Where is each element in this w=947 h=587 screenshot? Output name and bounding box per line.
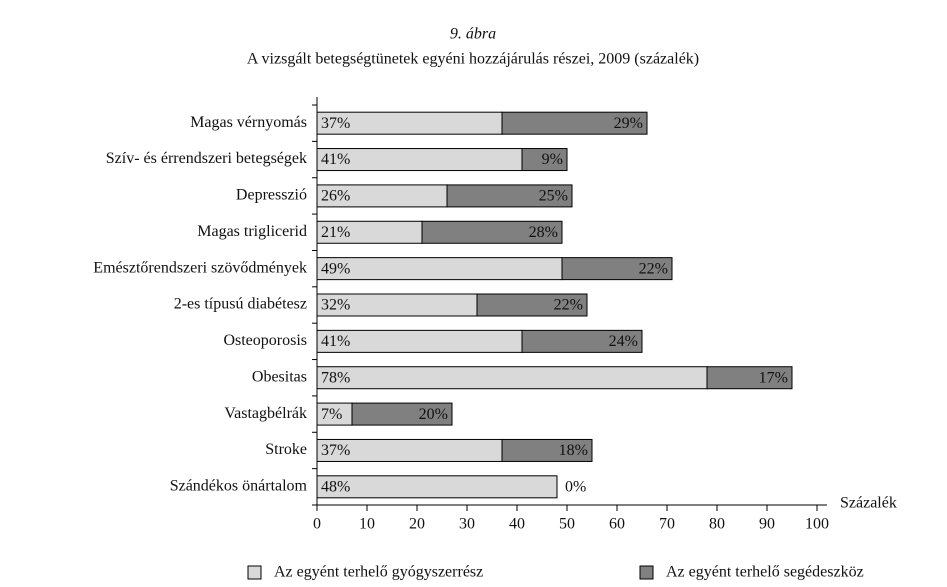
value-label: 49% [321, 260, 350, 277]
value-label: 37% [321, 442, 350, 459]
x-axis-label: Százalék [840, 495, 897, 512]
x-tick-label: 60 [609, 516, 625, 533]
value-label: 25% [539, 188, 568, 205]
legend-label: Az egyént terhelő segédeszköz [666, 564, 864, 581]
x-tick-label: 50 [559, 516, 575, 533]
y-tick-label: Vastagbélrák [224, 405, 307, 422]
value-label: 28% [529, 224, 558, 241]
legend-swatch [639, 565, 654, 580]
bar-segment [521, 329, 643, 353]
bar-segment [421, 220, 563, 244]
legend-label: Az egyént terhelő gyógyszerrész [274, 564, 483, 581]
value-label: 26% [321, 188, 350, 205]
value-label: 9% [542, 151, 563, 168]
value-label: 78% [321, 369, 350, 386]
chart-subtitle: A vizsgált betegségtünetek egyéni hozzáj… [247, 51, 699, 68]
value-label: 37% [321, 115, 350, 132]
y-tick-label: Szív- és érrendszeri betegségek [106, 150, 307, 167]
value-label: 20% [419, 406, 448, 423]
bar-segment [446, 184, 573, 208]
y-tick-label: Depresszió [236, 187, 307, 204]
x-tick-label: 40 [509, 516, 525, 533]
x-tick-label: 0 [313, 516, 321, 533]
bar-segment [316, 475, 558, 499]
value-label: 22% [554, 297, 583, 314]
y-tick-label: Emésztőrendszeri szövődmények [93, 259, 307, 276]
y-tick-label: Stroke [265, 441, 307, 458]
x-tick-label: 90 [759, 516, 775, 533]
y-tick-label: Obesitas [252, 368, 307, 385]
x-tick-label: 80 [709, 516, 725, 533]
value-label: 18% [559, 442, 588, 459]
y-tick-label: Magas vérnyomás [190, 114, 307, 131]
bar-segment [316, 366, 708, 390]
bar-segment [706, 366, 793, 390]
value-label: 21% [321, 224, 350, 241]
x-tick-label: 10 [359, 516, 375, 533]
bar-segment [501, 111, 648, 135]
value-label: 41% [321, 151, 350, 168]
bar-segment [521, 148, 568, 172]
value-label: 22% [639, 260, 668, 277]
x-tick-label: 20 [409, 516, 425, 533]
value-label: 29% [614, 115, 643, 132]
bar-segment [561, 257, 673, 281]
x-tick-label: 30 [459, 516, 475, 533]
value-label: 48% [321, 478, 350, 495]
x-tick-label: 70 [659, 516, 675, 533]
value-label: 24% [609, 333, 638, 350]
bar-segment [476, 293, 588, 317]
bar-segment [501, 438, 593, 462]
value-label: 7% [321, 406, 342, 423]
value-label: 32% [321, 297, 350, 314]
value-label: 17% [759, 369, 788, 386]
bar-segment [316, 257, 563, 281]
y-tick-label: Magas triglicerid [197, 223, 307, 240]
y-tick-label: 2-es típusú diabétesz [174, 296, 307, 313]
legend-swatch [247, 565, 262, 580]
x-tick-label: 100 [805, 516, 829, 533]
value-label: 41% [321, 333, 350, 350]
value-label: 0% [565, 478, 586, 495]
chart-title: 9. ábra [450, 26, 496, 43]
bar-segment [351, 402, 453, 426]
y-tick-label: Szándékos önártalom [170, 477, 308, 494]
y-tick-label: Osteoporosis [223, 332, 307, 349]
